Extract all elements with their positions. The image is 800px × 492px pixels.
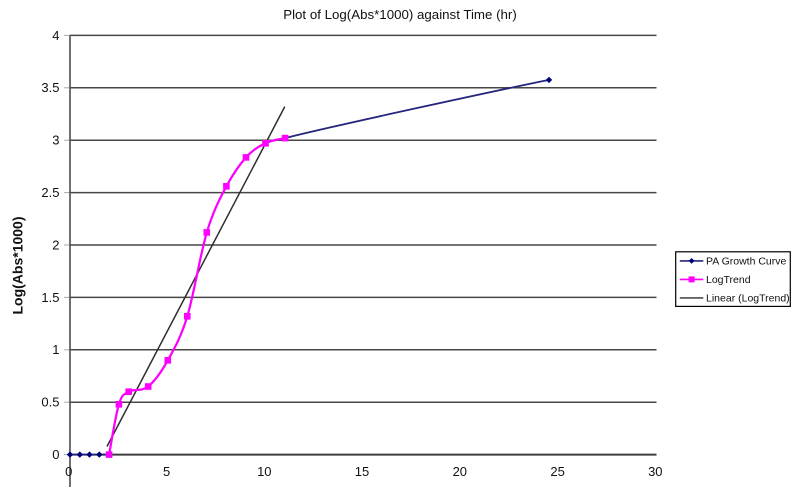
svg-text:0.5: 0.5 <box>41 395 59 410</box>
svg-text:2.5: 2.5 <box>41 185 59 200</box>
svg-text:3: 3 <box>52 133 59 148</box>
svg-text:1: 1 <box>52 342 59 357</box>
svg-text:5: 5 <box>163 464 170 479</box>
svg-text:PA Growth Curve: PA Growth Curve <box>706 255 786 267</box>
svg-text:10: 10 <box>257 464 271 479</box>
svg-text:1.5: 1.5 <box>41 290 59 305</box>
svg-text:15: 15 <box>355 464 369 479</box>
svg-text:20: 20 <box>453 464 467 479</box>
svg-text:Plot of Log(Abs*1000) against: Plot of Log(Abs*1000) against Time (hr) <box>283 7 517 22</box>
svg-text:0: 0 <box>65 464 72 479</box>
svg-text:25: 25 <box>550 464 564 479</box>
svg-text:0: 0 <box>52 447 59 462</box>
svg-text:LogTrend: LogTrend <box>706 274 751 286</box>
svg-text:3.5: 3.5 <box>41 80 59 95</box>
svg-text:2: 2 <box>52 237 59 252</box>
svg-text:4: 4 <box>52 28 59 43</box>
svg-text:30: 30 <box>648 464 662 479</box>
svg-text:Linear (LogTrend): Linear (LogTrend) <box>706 292 790 304</box>
svg-text:Log(Abs*1000): Log(Abs*1000) <box>10 216 26 314</box>
